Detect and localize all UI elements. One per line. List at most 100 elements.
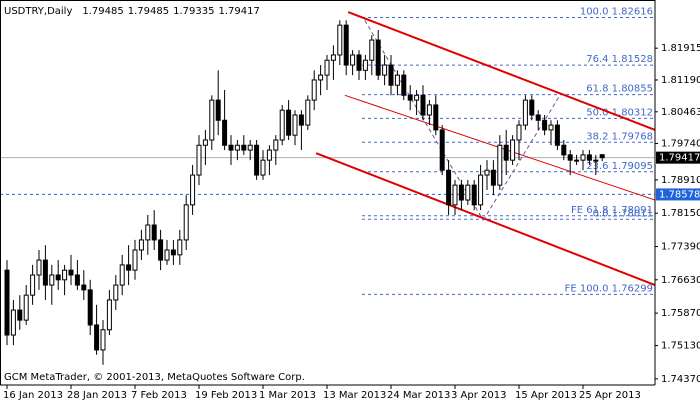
fib-level-label: FE 61.8 1.78091 [571, 205, 653, 216]
candle-body [497, 144, 503, 186]
candle-body [362, 59, 368, 71]
y-tick-label: 1.77390 [661, 241, 700, 252]
candle-body [465, 184, 471, 201]
trendline [482, 95, 561, 221]
candle-body [151, 224, 157, 241]
candle-body [254, 144, 260, 176]
candle-body [593, 159, 599, 162]
trendline [364, 20, 484, 221]
candle-body [446, 169, 452, 206]
candle-body [350, 54, 356, 66]
candle-body [356, 54, 362, 71]
x-tick-label: 16 Jan 2013 [3, 390, 63, 401]
candle-body [599, 154, 605, 159]
candle-body [439, 129, 445, 171]
candle-body [292, 114, 298, 136]
candle-body [74, 274, 80, 286]
candle-body [574, 159, 580, 162]
candle-body [36, 259, 42, 276]
candle-body [30, 274, 36, 296]
candle-body [81, 284, 87, 291]
candle-body [516, 124, 522, 141]
header-field: 1.79485 [128, 6, 169, 17]
candle-body [542, 119, 548, 131]
candle-body [426, 104, 432, 116]
candle-body [484, 169, 490, 176]
candle-body [471, 184, 477, 206]
x-tick-label: 13 Mar 2013 [323, 390, 386, 401]
candle-body [330, 54, 336, 61]
candle-body [529, 99, 535, 116]
candle-body [286, 109, 292, 136]
candle-body [369, 39, 375, 61]
candle-body [586, 154, 592, 161]
candle-body [273, 139, 279, 151]
y-tick-label: 1.78150 [661, 208, 700, 219]
candle-body [10, 309, 16, 336]
candle-body [42, 259, 48, 286]
fib-level-label: 76.4 1.81528 [586, 54, 653, 65]
y-tick-label: 1.81190 [661, 75, 700, 86]
candle-body [17, 309, 23, 321]
y-tick-label: 1.74370 [661, 374, 700, 385]
candle-body [183, 204, 189, 241]
candle-body [228, 144, 234, 151]
candle-body [554, 124, 560, 146]
fib-level-label: FE 100.0 1.76299 [565, 283, 653, 294]
fib-level-label: 23.6 1.79095 [586, 161, 653, 172]
candle-body [100, 329, 106, 351]
chart-header: USDTRY,Daily 1.79485 1.79485 1.79335 1.79417 [4, 6, 260, 17]
candle-body [177, 239, 183, 256]
candle-body [420, 94, 426, 116]
candle-body [260, 159, 266, 176]
candle-body [561, 144, 567, 156]
candle-body [298, 114, 304, 126]
x-tick-label: 19 Feb 2013 [195, 390, 257, 401]
candle-body [49, 274, 55, 286]
candle-body [4, 269, 10, 336]
candle-body [324, 59, 330, 76]
candle-body [548, 124, 554, 131]
candle-body [23, 294, 29, 321]
price-box-label: 1.79417 [659, 153, 700, 164]
header-field: 1.79417 [218, 6, 259, 17]
candle-body [580, 154, 586, 161]
candle-body [490, 169, 496, 186]
price-box-label: 1.78578 [659, 189, 700, 200]
candle-body [132, 249, 138, 271]
fib-level-label: 0.0 1.78011 [593, 208, 653, 219]
fib-level-label: 100.0 1.82616 [580, 6, 653, 17]
header-field: USDTRY,Daily [4, 6, 72, 17]
y-tick-label: 1.76630 [661, 275, 700, 286]
y-tick-label: 1.80463 [661, 107, 700, 118]
candle-body [94, 324, 100, 351]
candle-body [535, 114, 541, 121]
candle-body [414, 94, 420, 101]
candle-body [311, 79, 317, 101]
candle-body [145, 224, 151, 241]
x-tick-label: 7 Feb 2013 [131, 390, 187, 401]
trendline [315, 152, 656, 287]
trendline [347, 11, 656, 131]
candle-body [222, 119, 228, 146]
candle-body [138, 239, 144, 251]
fib-level-label: 50.0 1.80312 [586, 107, 653, 118]
candle-body [382, 64, 388, 76]
y-tick-label: 1.79740 [661, 139, 700, 150]
candle-body [458, 184, 464, 201]
header-field: 1.79485 [82, 6, 123, 17]
candle-body [567, 154, 573, 161]
candle-body [158, 239, 164, 261]
candle-body [126, 264, 132, 271]
candle-body [119, 264, 125, 286]
fib-level-label: 38.2 1.79768 [586, 131, 653, 142]
candle-body [202, 139, 208, 146]
candle-body [170, 249, 176, 256]
price-box [656, 188, 700, 201]
candle-body [407, 94, 413, 101]
candle-body [234, 144, 240, 151]
candle-body [337, 24, 343, 56]
